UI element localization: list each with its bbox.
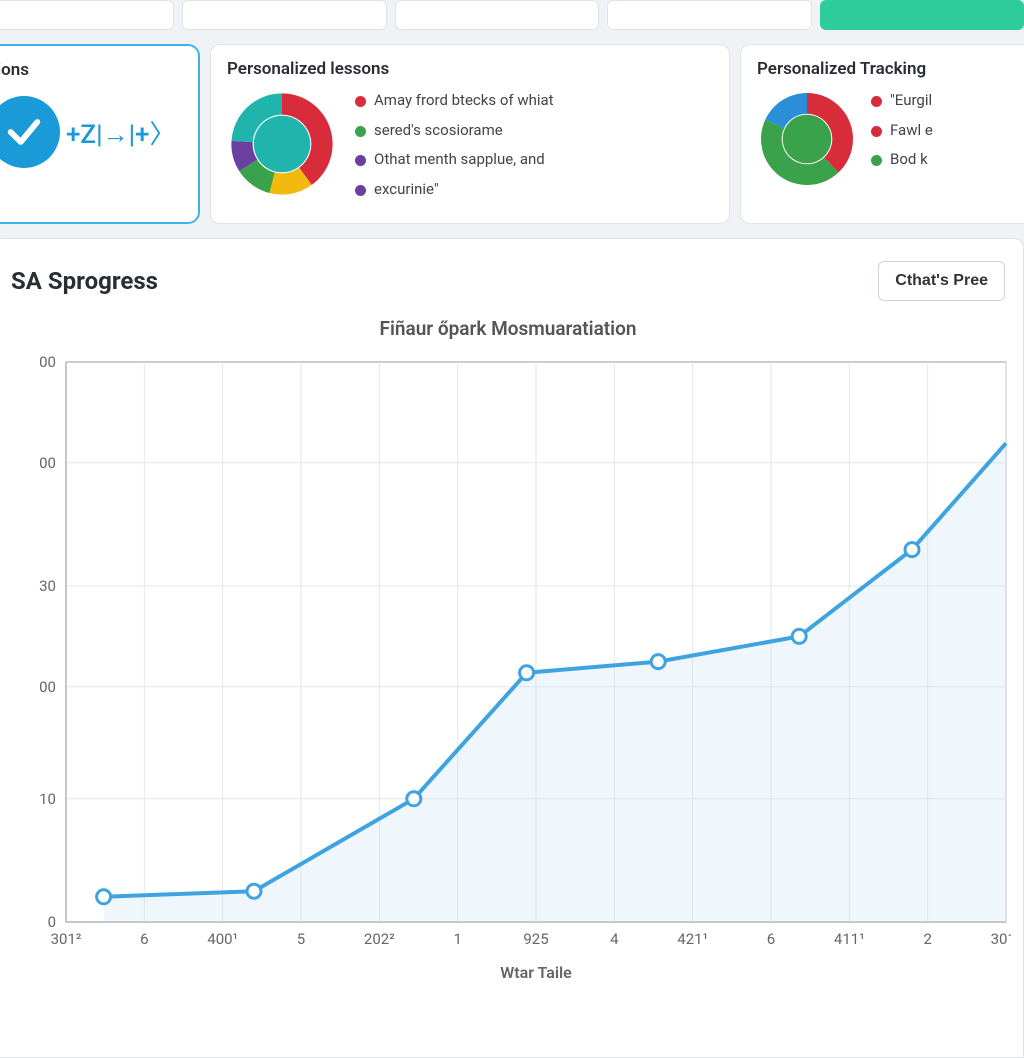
svg-text:4: 4 — [610, 930, 619, 948]
legend-dot-icon — [871, 155, 882, 166]
card-sions-title: sions — [0, 60, 182, 80]
legend-label: Amay frord btecks of whiat — [374, 91, 554, 111]
page-title: SA Sprogress — [11, 267, 158, 295]
legend-label: sered's scosiorame — [374, 121, 503, 141]
top-tab-4[interactable] — [607, 0, 811, 30]
legend-dot-icon — [355, 126, 366, 137]
cards-row: sions +Z|→|+〉 Personalized lessons Amay … — [0, 38, 1024, 238]
legend-dot-icon — [355, 185, 366, 196]
top-tab-5[interactable] — [820, 0, 1024, 30]
chats-pree-button[interactable]: Cthat's Pree — [878, 261, 1005, 301]
svg-text:400¹: 400¹ — [207, 930, 238, 948]
legend-item: excurinie" — [355, 180, 554, 200]
svg-text:2: 2 — [923, 930, 931, 948]
lessons-legend: Amay frord btecks of whiat sered's scosio… — [355, 89, 554, 209]
svg-text:411¹: 411¹ — [834, 930, 865, 948]
tracking-legend: "Eurgil Fawl e Bod k — [871, 89, 933, 180]
top-tabs — [0, 0, 1024, 38]
top-tab-3[interactable] — [395, 0, 599, 30]
legend-item: Othat menth sapplue, and — [355, 150, 554, 170]
card-sions-body: +Z|→|+〉 — [0, 90, 182, 174]
svg-text:0: 0 — [48, 913, 56, 931]
svg-text:421¹: 421¹ — [677, 930, 708, 948]
check-icon — [0, 96, 60, 168]
svg-text:1: 1 — [453, 930, 461, 948]
legend-dot-icon — [871, 126, 882, 137]
tracking-donut — [757, 89, 857, 189]
legend-label: Bod k — [890, 150, 928, 170]
svg-text:6: 6 — [767, 930, 775, 948]
legend-dot-icon — [355, 155, 366, 166]
svg-text:301²: 301² — [991, 930, 1011, 948]
card-lessons[interactable]: Personalized lessons Amay frord btecks o… — [210, 44, 730, 224]
svg-text:202²: 202² — [364, 930, 395, 948]
legend-item: "Eurgil — [871, 91, 933, 111]
svg-text:925: 925 — [523, 930, 548, 948]
legend-label: excurinie" — [374, 180, 439, 200]
legend-label: "Eurgil — [890, 91, 932, 111]
lessons-donut — [227, 89, 337, 199]
svg-text:10: 10 — [39, 790, 56, 808]
legend-label: Othat menth sapplue, and — [374, 150, 545, 170]
legend-item: sered's scosiorame — [355, 121, 554, 141]
card-tracking[interactable]: Personalized Tracking "Eurgil Fawl e Bod k — [740, 44, 1024, 224]
progress-chart: 00003000100301²6400¹5202²19254421¹6411¹2… — [11, 352, 1011, 1052]
legend-dot-icon — [355, 96, 366, 107]
svg-text:5: 5 — [297, 930, 305, 948]
svg-text:00: 00 — [39, 678, 56, 696]
svg-text:00: 00 — [39, 353, 56, 371]
svg-text:6: 6 — [140, 930, 148, 948]
main-panel: SA Sprogress Cthat's Pree Fiñaur őpark M… — [0, 238, 1024, 1058]
top-tab-2[interactable] — [182, 0, 386, 30]
legend-item: Amay frord btecks of whiat — [355, 91, 554, 111]
sions-expression: +Z|→|+〉 — [66, 114, 175, 151]
card-tracking-title: Personalized Tracking — [757, 59, 1024, 79]
chart-title: Fiñaur őpark Mosmuaratiation — [11, 317, 1005, 340]
svg-text:Wtar Taile: Wtar Taile — [500, 963, 572, 982]
card-lessons-title: Personalized lessons — [227, 59, 713, 79]
legend-item: Fawl e — [871, 121, 933, 141]
card-sions[interactable]: sions +Z|→|+〉 — [0, 44, 200, 224]
svg-text:30: 30 — [39, 577, 56, 595]
legend-item: Bod k — [871, 150, 933, 170]
legend-label: Fawl e — [890, 121, 933, 141]
legend-dot-icon — [871, 96, 882, 107]
top-tab-1[interactable] — [0, 0, 174, 30]
svg-text:301²: 301² — [51, 930, 82, 948]
svg-text:00: 00 — [39, 454, 56, 472]
